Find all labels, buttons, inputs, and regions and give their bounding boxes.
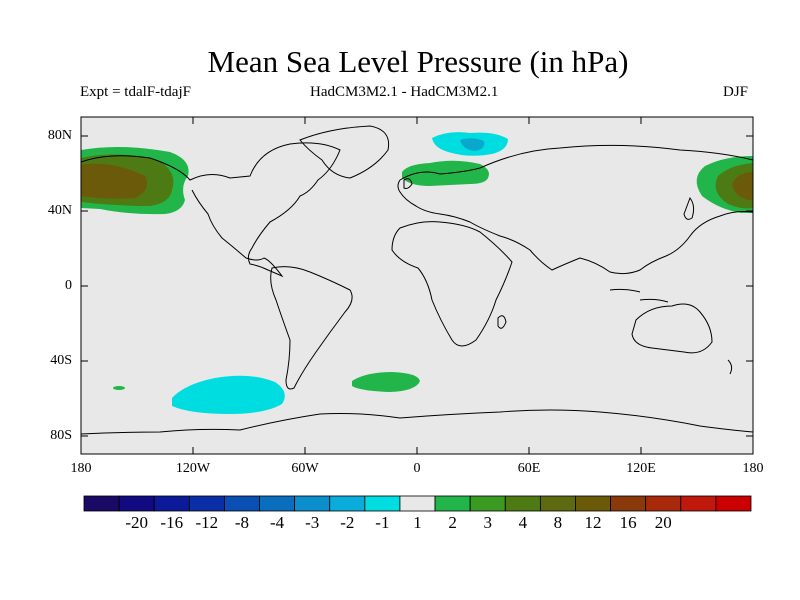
chart-title: Mean Sea Level Pressure (in hPa) xyxy=(207,44,629,79)
colorbar-swatch xyxy=(399,495,436,512)
colorbar-label: 2 xyxy=(448,513,457,532)
japan-coast xyxy=(683,196,695,220)
lat-label-80n: 80N xyxy=(47,128,72,143)
lat-label-0: 0 xyxy=(65,278,72,293)
lon-label-60e: 60E xyxy=(517,461,541,476)
madagascar-coast xyxy=(497,315,507,329)
lat-label-80s: 80S xyxy=(50,428,72,443)
colorbar-label: 20 xyxy=(654,513,672,532)
colorbar-label: -1 xyxy=(375,513,390,532)
colorbar-swatch xyxy=(504,495,541,512)
colorbar-label: -3 xyxy=(305,513,320,532)
lon-label-0: 0 xyxy=(413,461,421,476)
lon-label-180w: 180 xyxy=(70,461,92,476)
colorbar-swatch xyxy=(118,495,155,512)
colorbar xyxy=(83,495,752,512)
south-america-coast xyxy=(270,266,353,390)
north-pacific-east-high xyxy=(696,156,753,213)
north-america-coast xyxy=(81,142,341,278)
barents-sea-low xyxy=(432,132,508,156)
colorbar-label: 16 xyxy=(619,513,637,532)
colorbar-swatch xyxy=(294,495,331,512)
colorbar-label: -16 xyxy=(160,513,184,532)
antarctica-coast xyxy=(81,409,753,435)
australia-coast xyxy=(631,303,713,354)
colorbar-label: 4 xyxy=(518,513,528,532)
colorbar-swatch xyxy=(645,495,682,512)
colorbar-swatch xyxy=(680,495,717,512)
colorbar-label: 8 xyxy=(553,513,563,532)
colorbar-swatch xyxy=(153,495,190,512)
indonesia-coast xyxy=(609,288,669,303)
eurasia-coast xyxy=(397,144,753,275)
axis-ticks xyxy=(81,117,753,454)
model-label: HadCM3M2.1 - HadCM3M2.1 xyxy=(310,84,499,100)
colorbar-swatch xyxy=(610,495,647,512)
colorbar-swatch xyxy=(259,495,296,512)
colorbar-swatch xyxy=(224,495,260,512)
colorbar-swatch xyxy=(575,495,611,512)
greenland-coast xyxy=(299,125,390,179)
south-pacific-low xyxy=(172,375,285,414)
north-pacific-west-high xyxy=(81,146,189,215)
colorbar-label: -8 xyxy=(234,513,250,532)
lat-label-40n: 40N xyxy=(47,203,72,218)
colorbar-swatch xyxy=(329,495,366,512)
lon-label-60w: 60W xyxy=(291,461,319,476)
africa-coast xyxy=(391,221,513,347)
colorbar-swatch xyxy=(469,495,506,512)
uk-coast xyxy=(403,178,413,189)
colorbar-swatch xyxy=(715,495,752,512)
lon-label-120e: 120E xyxy=(626,461,656,476)
lon-label-120w: 120W xyxy=(175,461,211,476)
colorbar-label: 12 xyxy=(584,513,602,532)
colorbar-swatch xyxy=(364,495,401,512)
colorbar-swatch xyxy=(188,495,225,512)
colorbar-swatch xyxy=(539,495,576,512)
colorbar-label: -20 xyxy=(125,513,148,532)
colorbar-label: 3 xyxy=(483,513,492,532)
colorbar-label: -2 xyxy=(340,513,355,532)
colorbar-swatch xyxy=(434,495,471,512)
colorbar-label: 1 xyxy=(413,513,422,532)
coastlines xyxy=(81,125,753,435)
lon-label-180e: 180 xyxy=(742,461,764,476)
colorbar-swatch xyxy=(83,495,120,512)
new-zealand-coast xyxy=(727,359,733,375)
experiment-label: Expt = tdalF-tdajF xyxy=(80,84,191,100)
colorbar-label: -4 xyxy=(269,513,285,532)
season-label: DJF xyxy=(723,84,749,100)
south-atlantic-high xyxy=(352,372,420,392)
lat-label-40s: 40S xyxy=(50,353,72,368)
small-pacific-high xyxy=(113,386,125,390)
colorbar-label: -12 xyxy=(195,513,219,532)
